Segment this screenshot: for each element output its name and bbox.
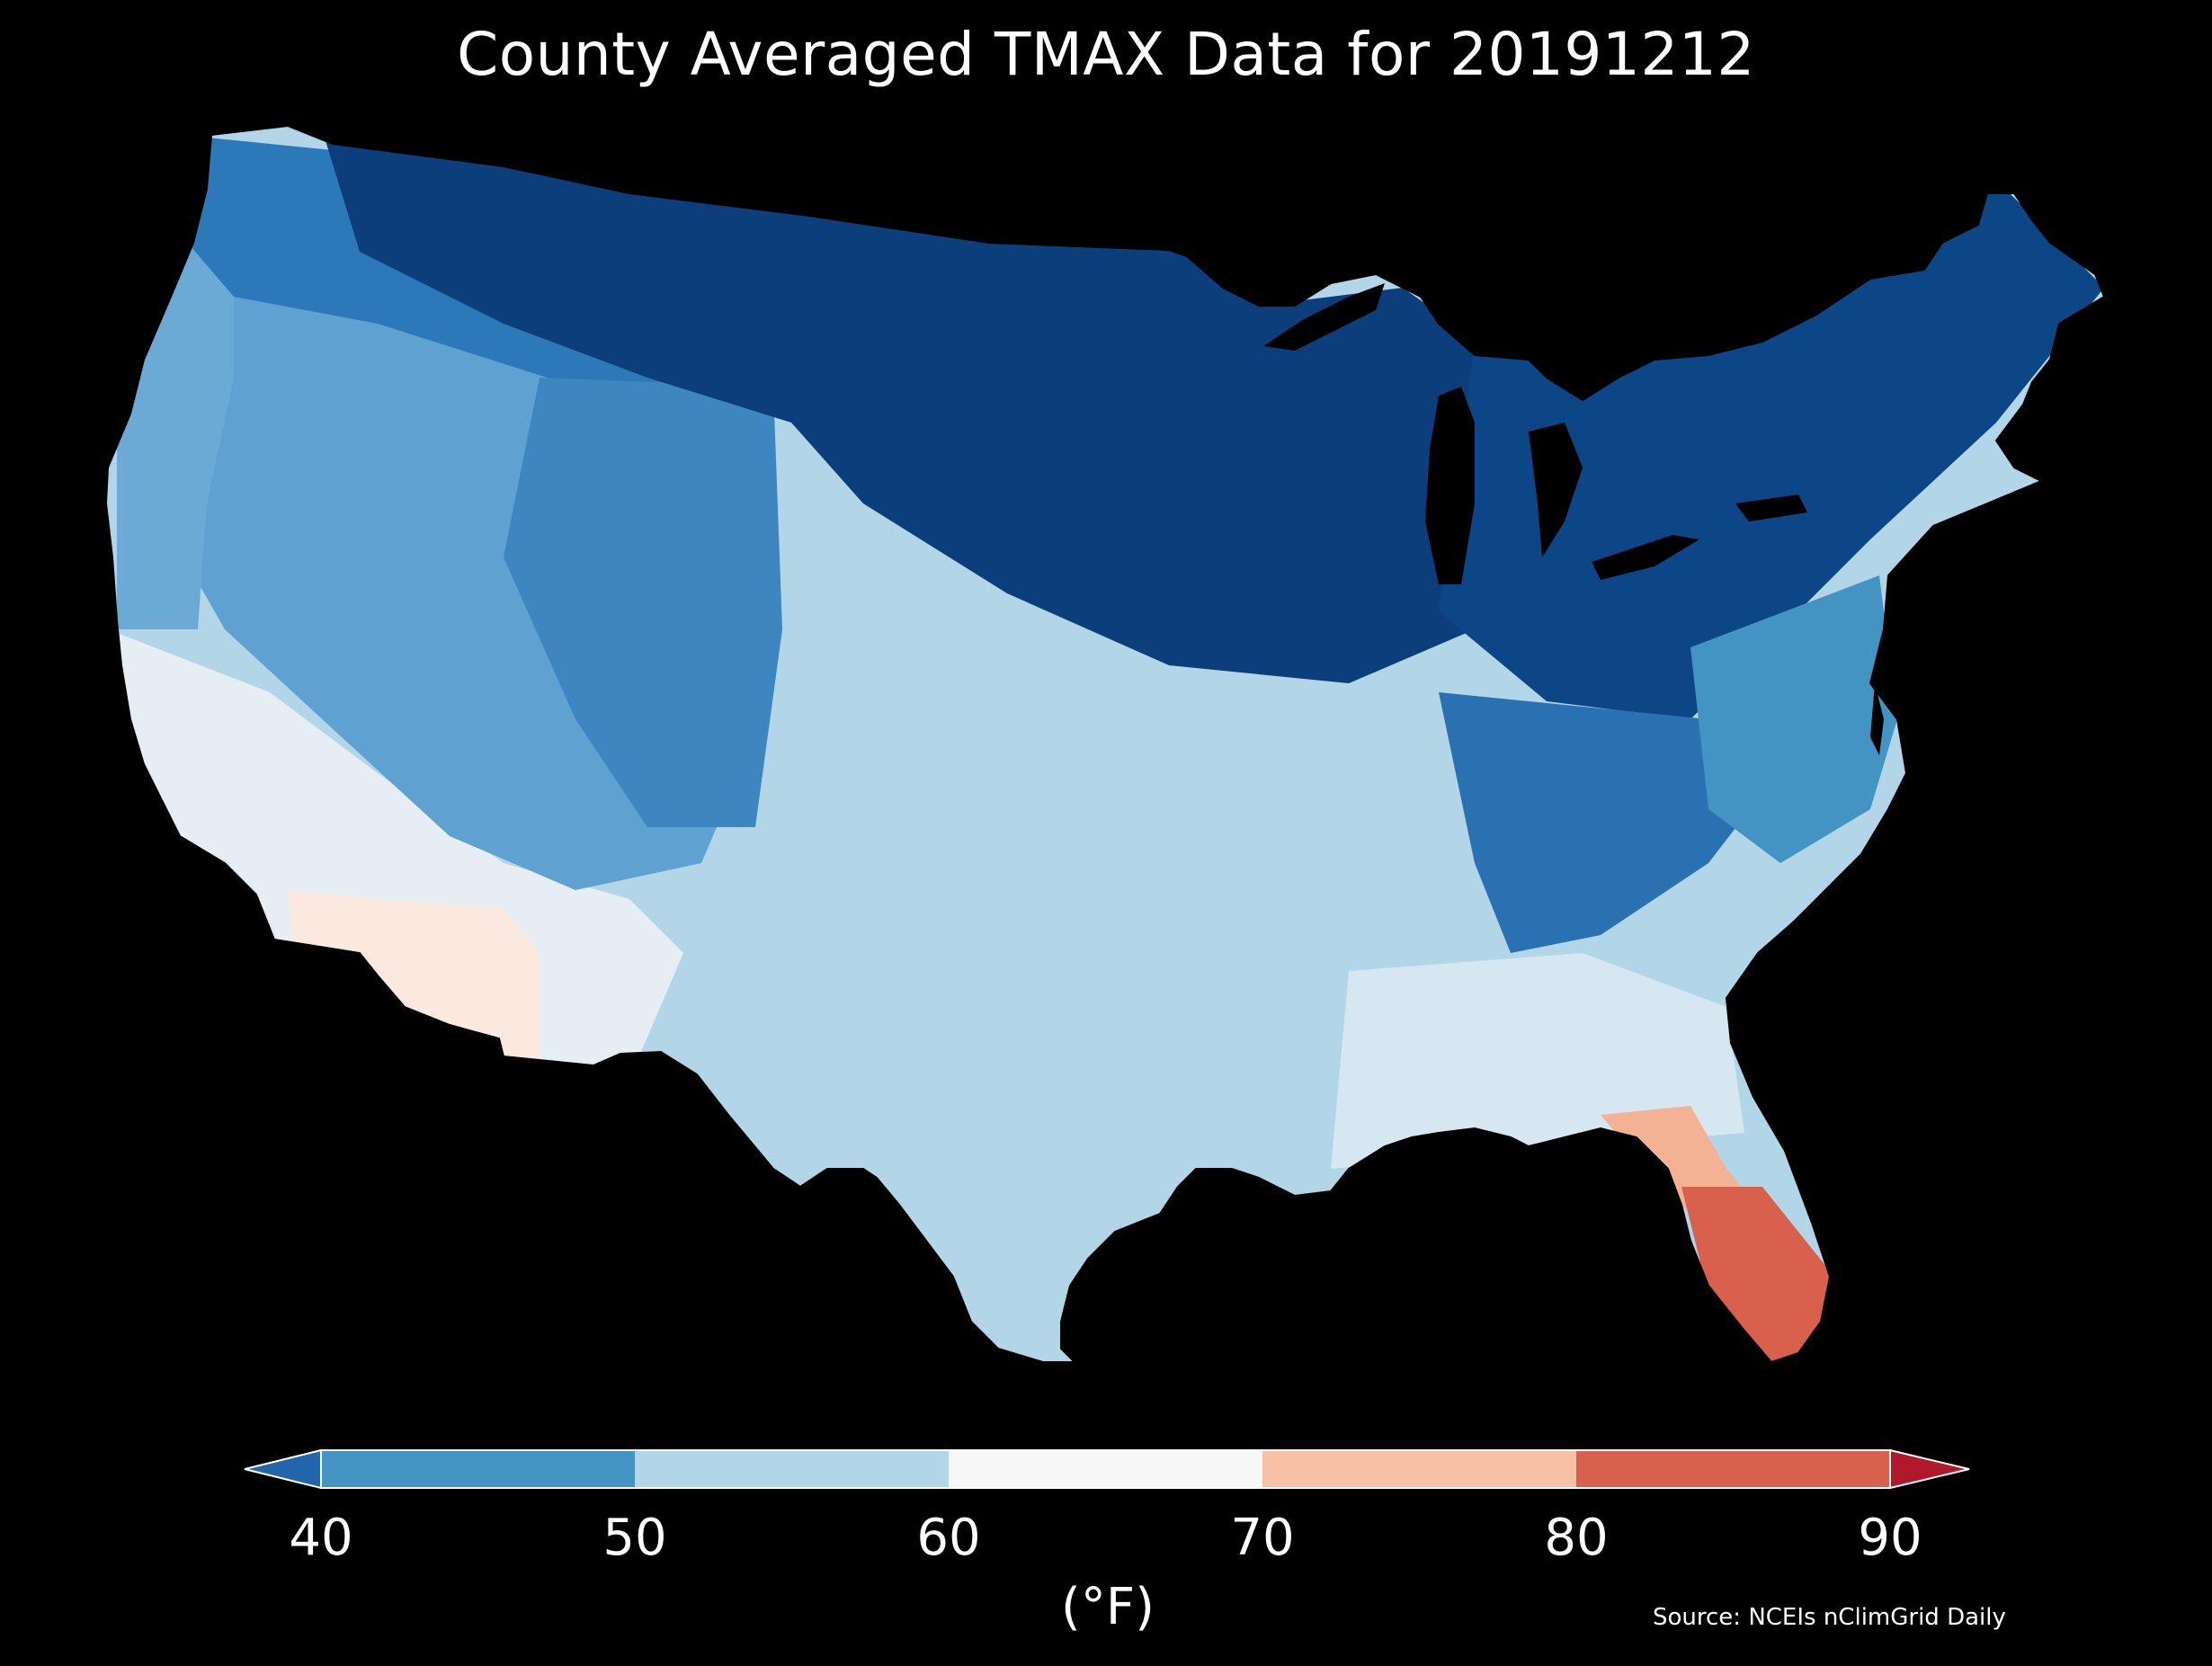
region-northeast xyxy=(1439,180,2104,719)
colorbar-tick-label: 50 xyxy=(602,1509,667,1567)
colorbar-bin-50-60 xyxy=(635,1450,949,1488)
region-mid-atlantic xyxy=(1690,575,1897,863)
lake-michigan xyxy=(1425,387,1475,584)
colorbar-tick-label: 70 xyxy=(1230,1509,1295,1567)
chesapeake-bay xyxy=(1870,683,1884,755)
colorbar-bin-80-90 xyxy=(1576,1450,1890,1488)
colorbar-underflow-triangle xyxy=(244,1448,322,1490)
colorbar-frame xyxy=(320,1449,1891,1489)
colorbar-tick-label: 90 xyxy=(1858,1509,1922,1567)
lake-superior xyxy=(1263,283,1385,351)
lake-ontario xyxy=(1735,494,1807,521)
colorbar-bin-60-70 xyxy=(949,1450,1262,1488)
region-rockies xyxy=(504,378,782,827)
map-title: County Averaged TMAX Data for 20191212 xyxy=(457,20,1755,89)
region-north-central xyxy=(324,135,1565,683)
colorbar-bins xyxy=(321,1450,1890,1488)
colorbar-overflow-triangle xyxy=(1889,1448,1970,1490)
region-florida-south xyxy=(1681,1187,1834,1362)
lake-huron xyxy=(1529,423,1583,557)
colorbar-tick-label: 80 xyxy=(1544,1509,1609,1567)
lake-erie xyxy=(1592,535,1699,580)
colorbar-unit-label: (°F) xyxy=(1061,1578,1155,1636)
colorbar-tick-label: 40 xyxy=(289,1509,353,1567)
colorbar-tick-label: 60 xyxy=(916,1509,981,1567)
colorbar-bin-40-50 xyxy=(321,1450,635,1488)
region-arizona xyxy=(288,890,540,1061)
colorbar-bin-70-80 xyxy=(1262,1450,1576,1488)
source-note: Source: NCEIs nClimGrid Daily xyxy=(1653,1604,2006,1631)
